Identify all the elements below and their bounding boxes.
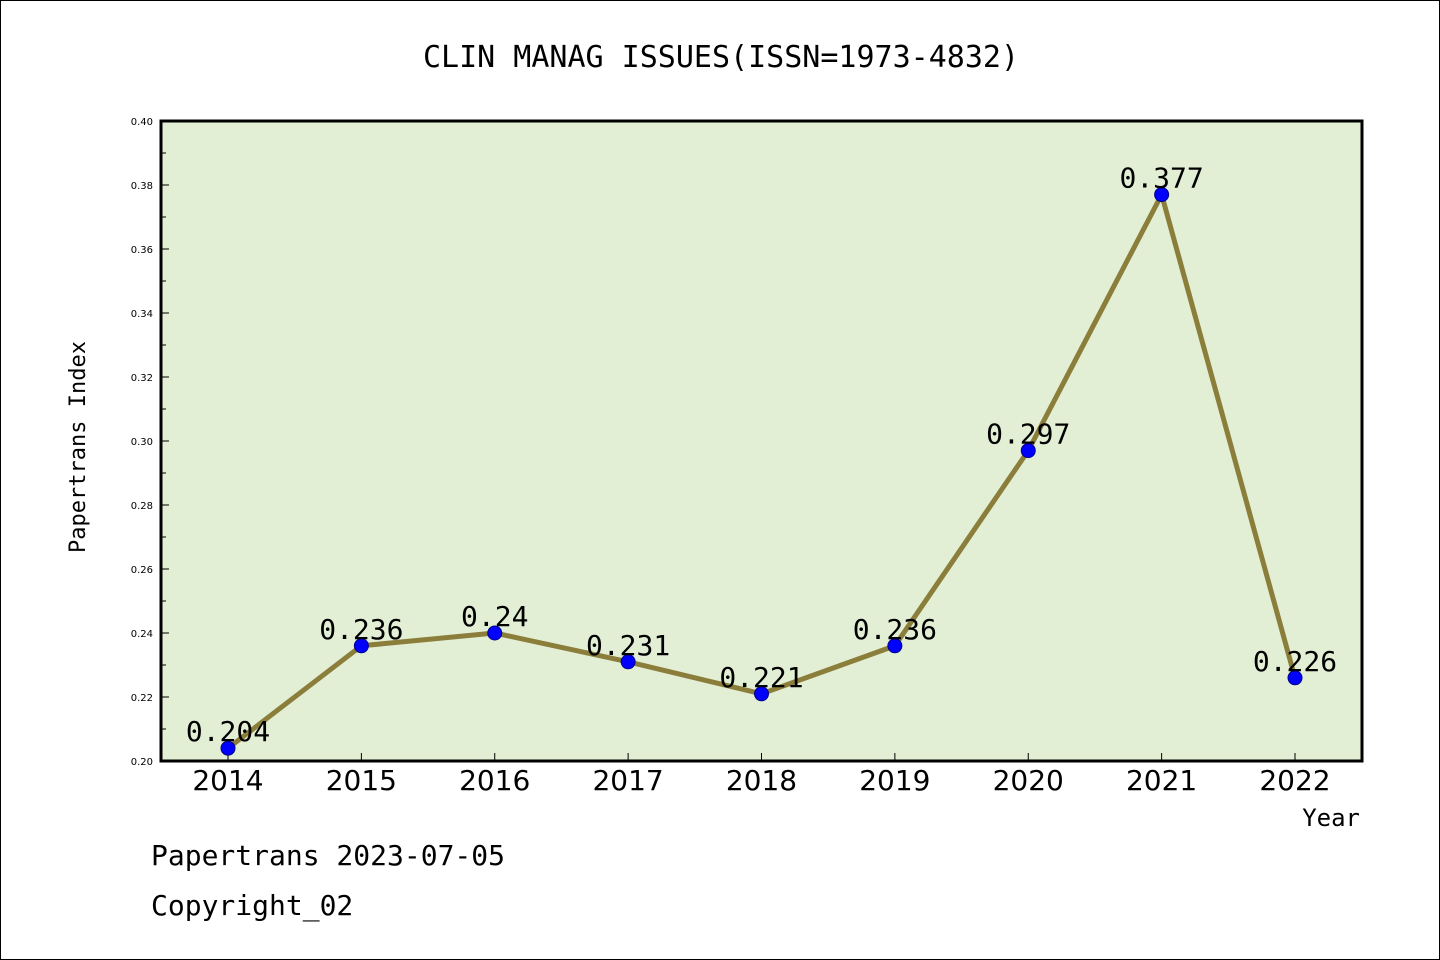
x-tick-label: 2015 bbox=[326, 764, 397, 797]
data-label: 0.377 bbox=[1119, 162, 1203, 195]
x-tick-label: 2019 bbox=[859, 764, 930, 797]
data-point bbox=[887, 638, 903, 654]
data-point bbox=[220, 740, 236, 756]
data-label: 0.221 bbox=[719, 661, 803, 694]
data-point bbox=[620, 654, 636, 670]
data-label: 0.226 bbox=[1253, 645, 1337, 678]
x-tick-label: 2018 bbox=[726, 764, 797, 797]
x-tick-label: 2020 bbox=[993, 764, 1064, 797]
y-tick-label: 0.22 bbox=[131, 693, 153, 704]
y-tick-label: 0.26 bbox=[131, 565, 153, 576]
data-points bbox=[220, 187, 1303, 756]
data-point bbox=[754, 686, 769, 702]
x-tick-label: 2021 bbox=[1126, 764, 1197, 797]
data-point bbox=[1287, 670, 1303, 686]
footer-date-text: Papertrans 2023-07-05 bbox=[151, 839, 505, 872]
y-tick-label: 0.28 bbox=[131, 501, 153, 512]
data-label: 0.236 bbox=[319, 613, 403, 646]
x-axis-label: Year bbox=[1302, 804, 1360, 832]
footer-copyright-text: Copyright_02 bbox=[151, 889, 353, 923]
chart-title: CLIN MANAG ISSUES(ISSN=1973-4832) bbox=[423, 40, 1019, 75]
data-point bbox=[1020, 443, 1036, 459]
y-tick-label: 0.36 bbox=[131, 245, 153, 256]
y-tick-label: 0.20 bbox=[131, 757, 153, 768]
data-label: 0.204 bbox=[186, 715, 270, 748]
data-point bbox=[487, 625, 503, 641]
y-tick-label: 0.38 bbox=[131, 181, 153, 192]
y-tick-label: 0.24 bbox=[131, 629, 153, 640]
y-tick-label: 0.32 bbox=[131, 373, 153, 384]
plot-border bbox=[159, 119, 1364, 763]
x-tick-label: 2014 bbox=[192, 764, 263, 797]
y-tick-label: 0.34 bbox=[131, 309, 153, 320]
x-tick-label: 2017 bbox=[592, 764, 663, 797]
y-tick-label: 0.40 bbox=[131, 117, 153, 128]
y-tick-label: 0.30 bbox=[131, 437, 153, 448]
x-tick-label: 2016 bbox=[459, 764, 530, 797]
plot-area bbox=[161, 121, 1362, 761]
data-label: 0.236 bbox=[853, 613, 937, 646]
data-point bbox=[353, 638, 369, 654]
y-axis-label: Papertrans Index bbox=[66, 341, 91, 553]
data-label: 0.231 bbox=[586, 629, 670, 662]
data-point bbox=[1154, 187, 1170, 203]
data-label: 0.297 bbox=[986, 418, 1070, 451]
data-labels: 0.204 0.236 0.24 0.231 0.221 0.236 0.297 0.377 0… bbox=[186, 162, 1337, 749]
x-axis: 2014 2015 2016 2017 2018 2019 2020 2021 2022 bbox=[192, 753, 1331, 797]
x-tick-label: 2022 bbox=[1259, 764, 1330, 797]
data-label: 0.24 bbox=[461, 600, 528, 633]
